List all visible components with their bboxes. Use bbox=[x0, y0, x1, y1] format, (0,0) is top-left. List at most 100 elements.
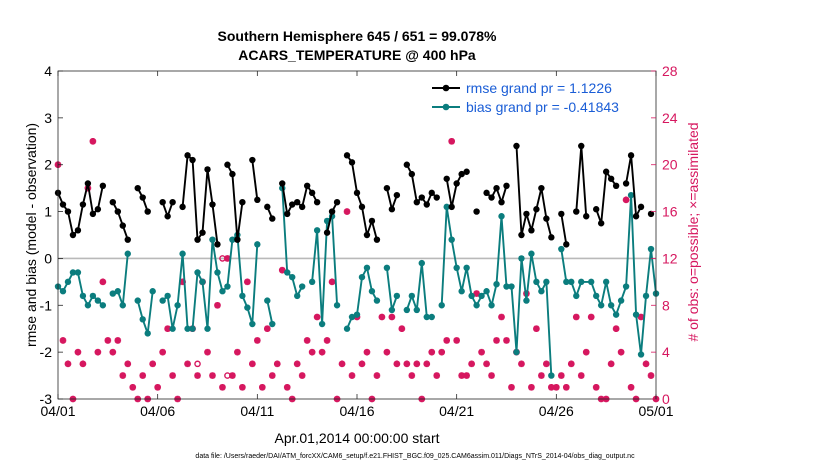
obs-assimilated-marker bbox=[558, 372, 565, 379]
rmse-point bbox=[134, 184, 141, 192]
obs-assimilated-marker bbox=[383, 348, 391, 356]
obs-assimilated-marker bbox=[448, 137, 455, 145]
obs-assimilated-marker bbox=[278, 266, 286, 274]
obs-assimilated-marker bbox=[179, 278, 186, 286]
rmse-point bbox=[159, 199, 166, 206]
bias-point bbox=[249, 320, 256, 328]
bias-point bbox=[114, 288, 122, 295]
obs-assimilated-marker bbox=[563, 383, 570, 391]
bias-point bbox=[244, 304, 251, 311]
rmse-point bbox=[513, 142, 520, 150]
obs-assimilated-marker bbox=[538, 372, 545, 379]
bias-point bbox=[373, 297, 381, 304]
rmse-point bbox=[114, 208, 122, 215]
bias-point bbox=[533, 278, 540, 286]
bias-line-segment bbox=[161, 234, 259, 330]
obs-assimilated-marker bbox=[214, 301, 221, 309]
rmse-point bbox=[184, 152, 191, 159]
rmse-point bbox=[209, 201, 216, 208]
rmse-point bbox=[264, 203, 271, 211]
y-tick-label: 1 bbox=[44, 204, 52, 220]
bias-point bbox=[139, 316, 146, 323]
bias-point bbox=[548, 372, 555, 379]
x-axis-label: Apr.01,2014 00:00:00 start bbox=[274, 430, 439, 446]
rmse-point bbox=[593, 206, 600, 213]
obs-assimilated-marker bbox=[398, 325, 406, 333]
rmse-point bbox=[563, 241, 570, 248]
rmse-point bbox=[388, 206, 396, 213]
bias-point bbox=[209, 236, 216, 243]
bias-point bbox=[289, 273, 296, 281]
rmse-point bbox=[533, 206, 540, 213]
rmse-point bbox=[518, 231, 525, 239]
bias-point bbox=[413, 306, 420, 314]
obs-assimilated-marker bbox=[413, 360, 421, 368]
bias-point bbox=[189, 325, 196, 332]
rmse-point bbox=[413, 199, 420, 206]
obs-assimilated-marker bbox=[159, 348, 166, 356]
rmse-point bbox=[204, 166, 211, 173]
legend-bias-label: bias grand pr = -0.41843 bbox=[466, 99, 619, 115]
bias-point bbox=[214, 269, 221, 276]
bias-point bbox=[453, 264, 460, 271]
obs-assimilated-marker bbox=[94, 348, 102, 356]
obs-assimilated-marker bbox=[244, 278, 251, 286]
obs-assimilated-marker bbox=[348, 372, 356, 379]
obs-assimilated-marker bbox=[129, 383, 137, 391]
obs-assimilated-marker bbox=[303, 337, 311, 344]
rmse-point bbox=[179, 203, 186, 211]
rmse-point bbox=[59, 201, 67, 208]
bias-point bbox=[523, 297, 530, 304]
bias-point bbox=[632, 311, 640, 318]
rmse-point bbox=[543, 215, 550, 222]
bias-point bbox=[69, 269, 77, 276]
obs-assimilated-marker bbox=[99, 278, 107, 286]
bias-point bbox=[199, 278, 206, 286]
rmse-point bbox=[79, 201, 87, 208]
obs-assimilated-marker bbox=[259, 383, 266, 391]
obs-assimilated-marker bbox=[378, 313, 386, 321]
rmse-point bbox=[199, 229, 206, 236]
obs-assimilated-marker bbox=[622, 196, 630, 204]
rmse-point bbox=[483, 189, 490, 197]
bias-point bbox=[593, 292, 600, 300]
obs-assimilated-marker bbox=[518, 360, 525, 368]
rmse-point bbox=[602, 168, 610, 175]
obs-assimilated-marker bbox=[328, 278, 336, 286]
rmse-point bbox=[169, 199, 176, 206]
obs-assimilated-marker bbox=[139, 372, 147, 379]
y-right-tick-label: 12 bbox=[662, 250, 678, 266]
bias-point bbox=[179, 250, 186, 257]
obs-assimilated-marker bbox=[428, 348, 436, 356]
obs-assimilated-marker bbox=[149, 360, 156, 368]
obs-assimilated-marker bbox=[543, 360, 550, 368]
obs-assimilated-marker bbox=[318, 348, 326, 356]
rmse-point bbox=[94, 206, 102, 213]
rmse-point bbox=[294, 199, 301, 206]
rmse-point bbox=[139, 194, 146, 201]
bias-point bbox=[298, 283, 306, 290]
bias-point bbox=[144, 330, 151, 337]
legend-bias-marker bbox=[442, 103, 450, 111]
obs-assimilated-marker bbox=[473, 290, 480, 297]
bias-line-segment bbox=[57, 271, 104, 307]
obs-assimilated-marker bbox=[577, 372, 585, 379]
rmse-point bbox=[194, 236, 201, 243]
obs-assimilated-marker bbox=[438, 348, 446, 356]
rmse-point bbox=[488, 194, 495, 201]
rmse-point bbox=[313, 199, 321, 206]
bias-point bbox=[59, 288, 67, 295]
x-tick-label: 04/16 bbox=[339, 403, 374, 419]
obs-assimilated-marker bbox=[607, 360, 615, 368]
obs-assimilated-marker bbox=[393, 360, 401, 368]
obs-assimilated-marker bbox=[264, 325, 271, 333]
rmse-point bbox=[74, 227, 82, 234]
bias-point bbox=[333, 302, 341, 309]
rmse-point bbox=[448, 203, 455, 211]
y-tick-label: 0 bbox=[44, 250, 52, 266]
rmse-point bbox=[418, 194, 425, 201]
bias-point bbox=[219, 288, 226, 295]
bias-point bbox=[353, 311, 361, 318]
bias-point bbox=[393, 292, 401, 300]
y-right-tick-label: 16 bbox=[662, 204, 678, 220]
